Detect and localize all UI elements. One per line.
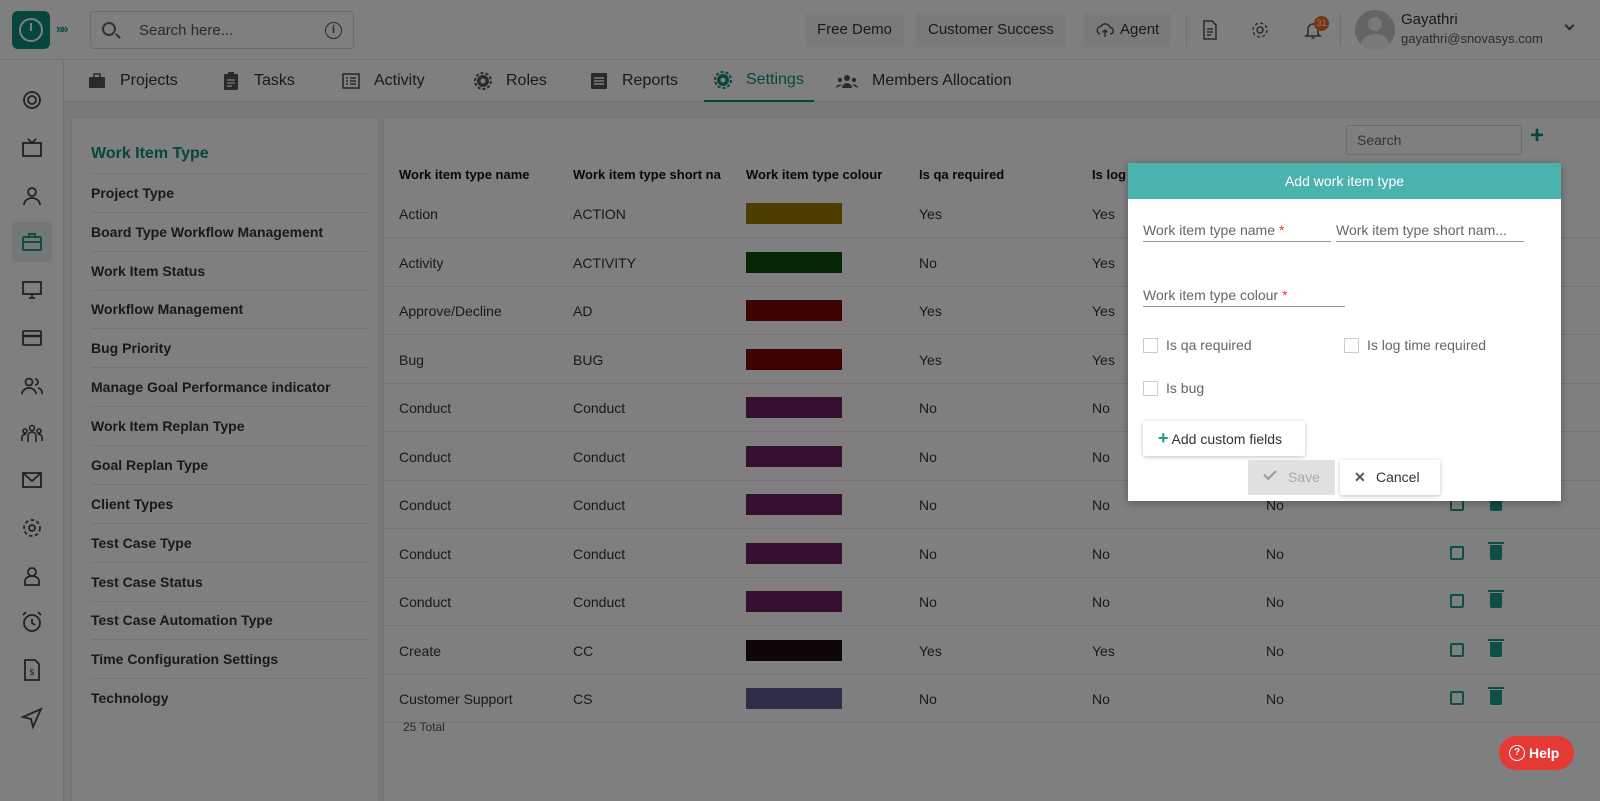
check-icon <box>1263 466 1277 481</box>
plus-icon: + <box>1158 428 1169 448</box>
work-item-type-name-field[interactable]: Work item type name * <box>1143 222 1331 242</box>
dialog-title: Add work item type <box>1128 163 1561 199</box>
checkbox[interactable] <box>1143 380 1158 396</box>
button-label: Cancel <box>1376 469 1420 485</box>
work-item-type-colour-field[interactable]: Work item type colour * <box>1143 287 1345 307</box>
button-label: Add custom fields <box>1171 431 1283 447</box>
question-icon: ? <box>1509 745 1525 761</box>
save-button[interactable]: Save <box>1248 460 1335 495</box>
checkbox[interactable] <box>1143 337 1158 353</box>
checkbox[interactable] <box>1344 337 1359 353</box>
checkbox-label: Is bug <box>1166 380 1205 396</box>
field-label: Work item type colour <box>1143 287 1279 303</box>
is-qa-required-checkbox[interactable]: Is qa required <box>1143 337 1252 353</box>
work-item-type-short-name-field[interactable]: Work item type short nam... <box>1336 222 1524 242</box>
is-bug-checkbox[interactable]: Is bug <box>1143 380 1204 396</box>
field-label: Work item type name <box>1143 222 1276 238</box>
is-log-time-required-checkbox[interactable]: Is log time required <box>1344 337 1486 353</box>
button-label: Save <box>1288 469 1320 485</box>
checkbox-label: Is qa required <box>1166 337 1252 353</box>
add-custom-fields-button[interactable]: + Add custom fields <box>1143 421 1305 456</box>
add-work-item-type-dialog: Add work item type Work item type name * … <box>1128 163 1561 501</box>
checkbox-label: Is log time required <box>1367 337 1487 353</box>
help-label: Help <box>1529 745 1560 761</box>
required-mark: * <box>1282 287 1288 303</box>
cancel-button[interactable]: ✕ Cancel <box>1340 460 1440 495</box>
close-icon: ✕ <box>1354 469 1366 485</box>
field-label: Work item type short nam... <box>1336 222 1507 238</box>
help-button[interactable]: ? Help <box>1499 736 1574 770</box>
required-mark: * <box>1279 222 1285 238</box>
